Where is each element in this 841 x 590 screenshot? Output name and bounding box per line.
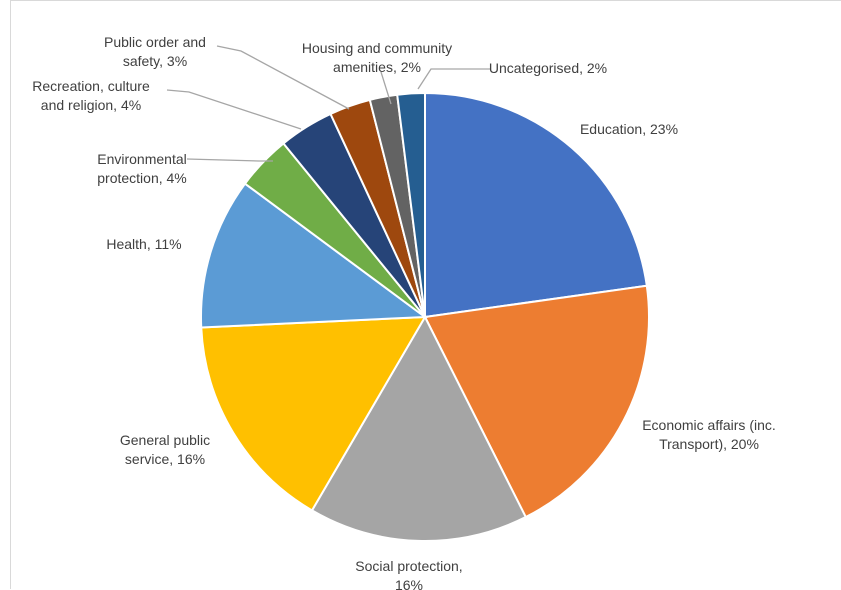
leader-line [216, 45, 350, 110]
slice-label: Uncategorised, 2% [489, 60, 607, 76]
slice-label-line: Health, 11% [106, 236, 181, 252]
slice-label: Health, 11% [106, 236, 181, 252]
leader-line [417, 68, 490, 90]
pie-slices [200, 91, 650, 542]
slice-label: Recreation, culture and religion, 4% [32, 78, 150, 113]
slice-label: General public service, 16% [120, 432, 210, 467]
slice-label-line: safety, 3% [123, 53, 187, 69]
slice-label: Public order and safety, 3% [104, 34, 206, 69]
slice-label-line: Economic affairs (inc. [642, 417, 776, 433]
slice-labels: Education, 23% Economic affairs (inc. Tran… [32, 34, 776, 590]
slice-label: Economic affairs (inc. Transport), 20% [642, 417, 776, 452]
slice-label-line: 16% [395, 577, 423, 590]
slice-label: Environmental protection, 4% [97, 151, 187, 186]
slice-label-line: Environmental [97, 151, 187, 167]
chart-area: Education, 23% Economic affairs (inc. Tran… [10, 0, 841, 590]
pie-slice [424, 91, 648, 319]
slice-label-line: Social protection, [355, 558, 462, 574]
pie-slice [310, 314, 528, 542]
slice-label-line: protection, 4% [97, 170, 187, 186]
slice-label-line: service, 16% [125, 451, 205, 467]
leader-line [186, 158, 273, 162]
slice-label-line: Housing and community [302, 40, 452, 56]
leader-line [166, 89, 302, 130]
slice-label-line: and religion, 4% [41, 97, 141, 113]
slice-label-line: General public [120, 432, 210, 448]
slice-label-line: Uncategorised, 2% [489, 60, 607, 76]
slice-label: Social protection, 16% [355, 558, 462, 590]
pie-chart: Education, 23% Economic affairs (inc. Tran… [32, 34, 776, 590]
slice-label-line: Transport), 20% [659, 436, 759, 452]
pie-slice [423, 284, 650, 519]
slice-label: Housing and community amenities, 2% [302, 40, 452, 75]
slice-label-line: Public order and [104, 34, 206, 50]
pie-slice [200, 315, 427, 512]
slice-label-line: amenities, 2% [333, 59, 421, 75]
slice-label-line: Education, 23% [580, 121, 678, 137]
pie-slice [200, 182, 428, 329]
slice-label-line: Recreation, culture [32, 78, 150, 94]
pie-slice [396, 91, 426, 318]
slice-label: Education, 23% [580, 121, 678, 137]
leader-line [380, 71, 392, 105]
leader-lines [166, 45, 490, 162]
